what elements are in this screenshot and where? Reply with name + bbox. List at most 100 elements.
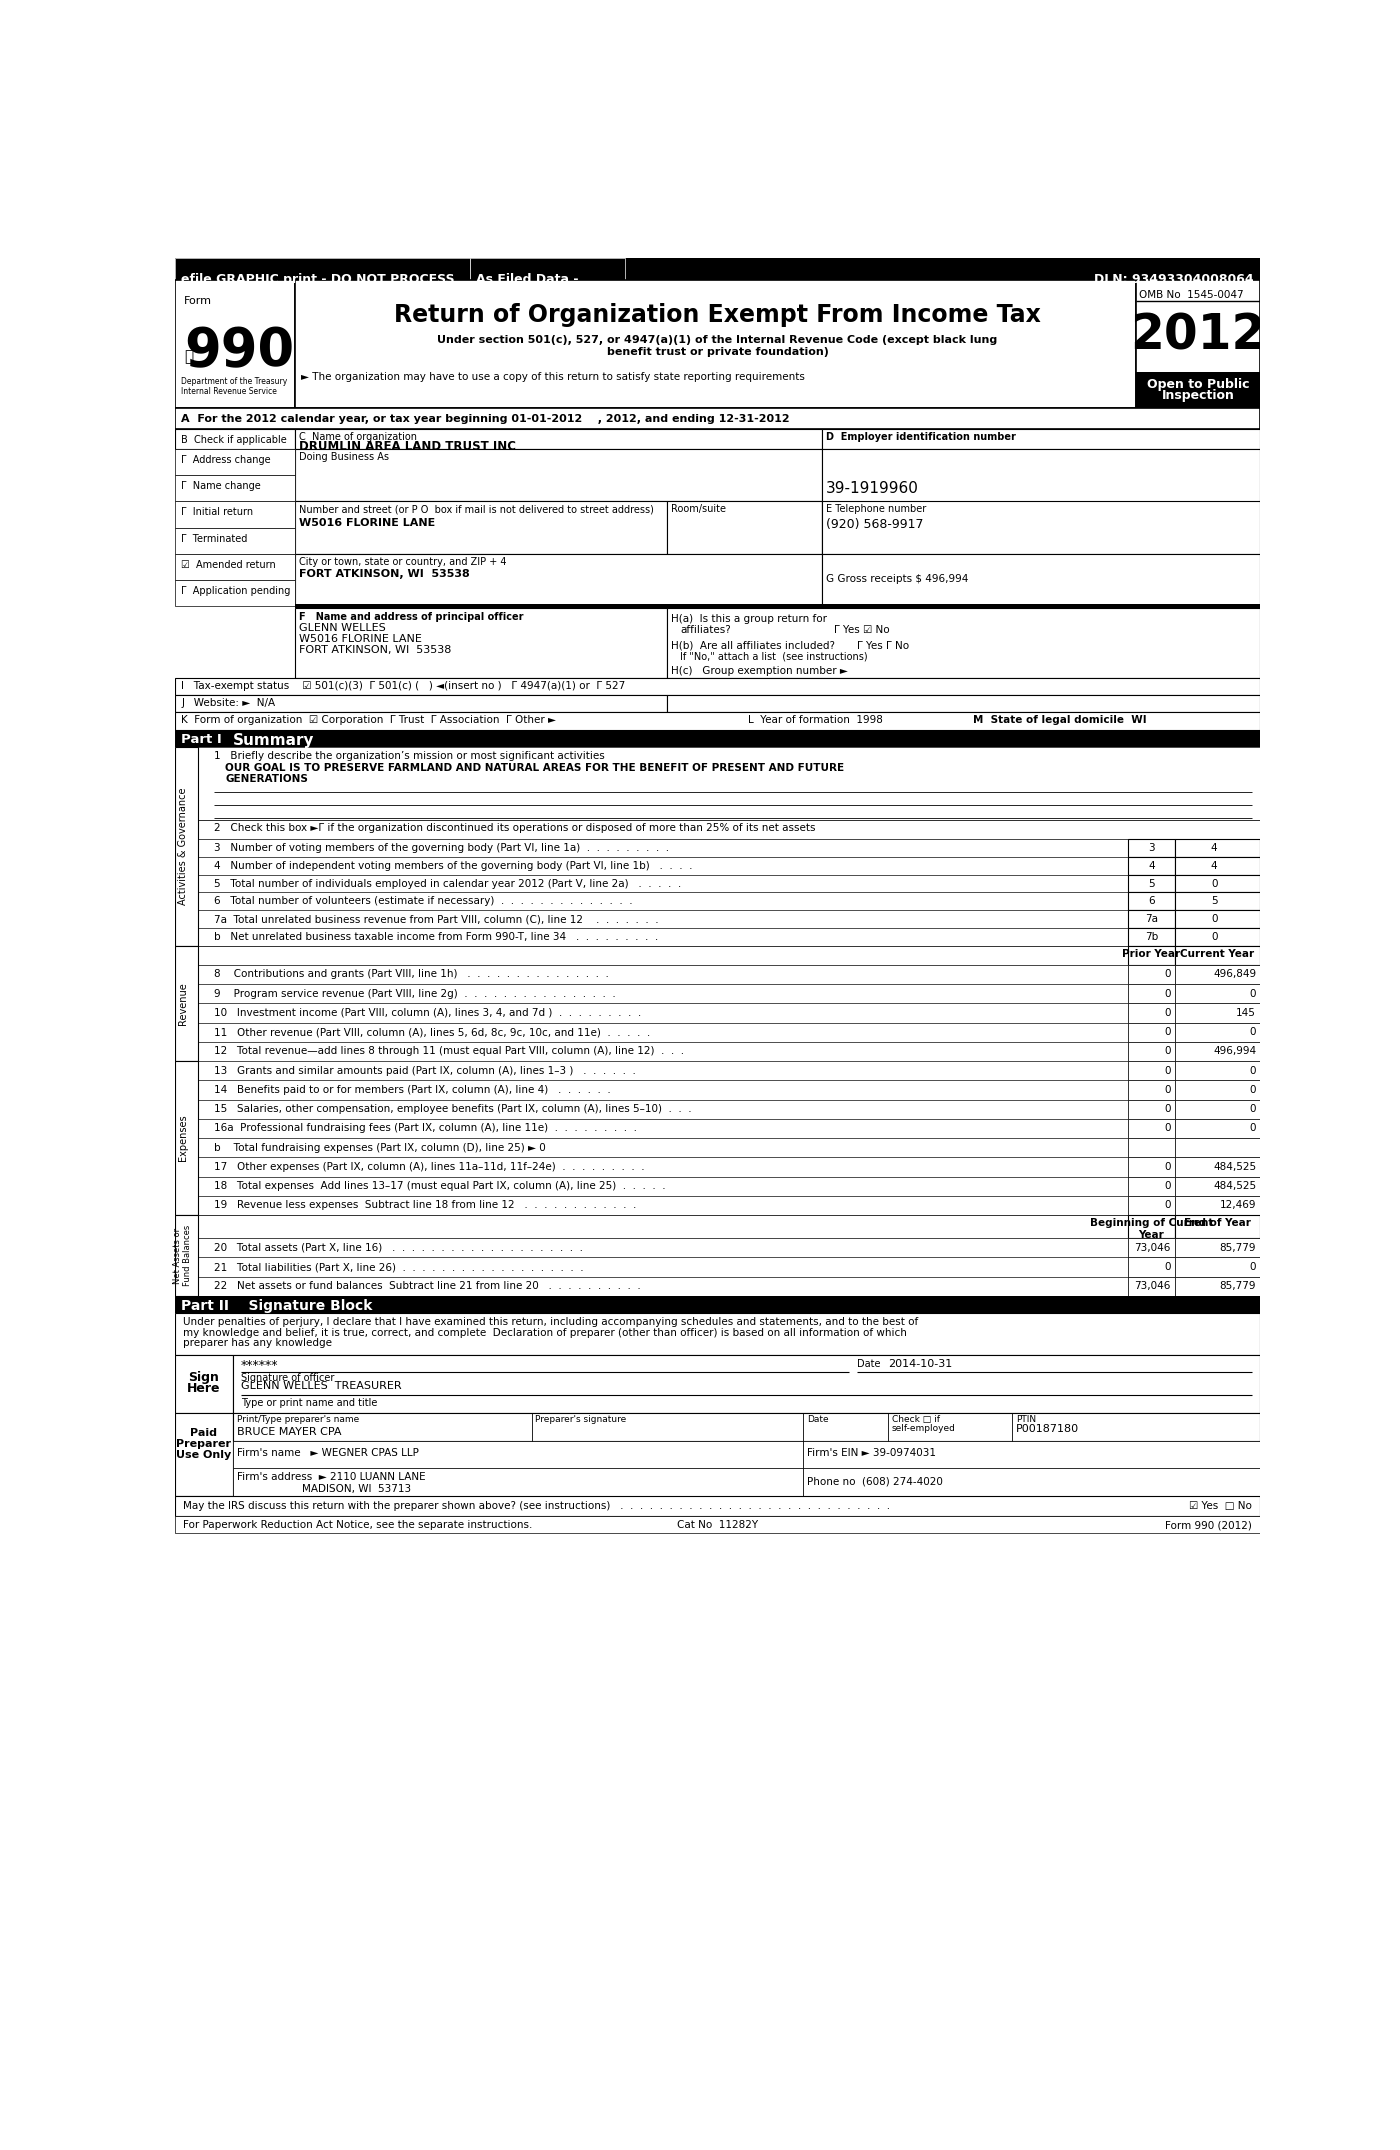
Bar — [199, 1215, 1128, 1238]
Bar — [175, 1062, 199, 1215]
Text: W5016 FLORINE LANE: W5016 FLORINE LANE — [300, 634, 421, 643]
Bar — [199, 1157, 1128, 1176]
Text: 496,994: 496,994 — [1212, 1047, 1256, 1056]
Text: PTIN: PTIN — [1016, 1415, 1036, 1423]
Bar — [1175, 1157, 1260, 1176]
Text: H(b)  Are all affiliates included?: H(b) Are all affiliates included? — [671, 641, 834, 651]
Bar — [175, 580, 295, 606]
Bar — [295, 555, 822, 604]
Text: May the IRS discuss this return with the preparer shown above? (see instructions: May the IRS discuss this return with the… — [183, 1501, 890, 1511]
Text: Signature of officer: Signature of officer — [241, 1374, 335, 1382]
Bar — [1128, 1176, 1175, 1195]
Text: Internal Revenue Service: Internal Revenue Service — [181, 387, 277, 396]
Text: Ⓢ: Ⓢ — [185, 348, 193, 363]
Bar — [1135, 280, 1260, 408]
Text: 0: 0 — [1165, 1200, 1170, 1210]
Text: Current Year: Current Year — [1180, 950, 1254, 959]
Bar — [199, 1277, 1128, 1296]
Text: Form: Form — [185, 297, 213, 307]
Bar — [199, 909, 1128, 929]
Bar — [175, 258, 1260, 280]
Bar — [199, 1043, 1128, 1062]
Bar — [1128, 1004, 1175, 1023]
Bar — [1128, 946, 1175, 965]
Text: FORT ATKINSON, WI  53538: FORT ATKINSON, WI 53538 — [300, 645, 451, 654]
Text: 13   Grants and similar amounts paid (Part IX, column (A), lines 1–3 )   .  .  .: 13 Grants and similar amounts paid (Part… — [214, 1066, 636, 1075]
Text: 11   Other revenue (Part VIII, column (A), lines 5, 6d, 8c, 9c, 10c, and 11e)  .: 11 Other revenue (Part VIII, column (A),… — [214, 1028, 650, 1036]
Text: 6: 6 — [1148, 897, 1155, 907]
Text: 12   Total revenue—add lines 8 through 11 (must equal Part VIII, column (A), lin: 12 Total revenue—add lines 8 through 11 … — [214, 1047, 683, 1056]
Text: 85,779: 85,779 — [1219, 1281, 1256, 1292]
Text: ► The organization may have to use a copy of this return to satisfy state report: ► The organization may have to use a cop… — [301, 372, 805, 383]
Bar — [175, 1354, 234, 1413]
Bar — [1128, 858, 1175, 875]
Bar — [199, 1023, 1128, 1043]
Text: P00187180: P00187180 — [1016, 1423, 1079, 1434]
Text: 5: 5 — [1211, 897, 1218, 907]
Bar — [1175, 892, 1260, 909]
Text: 20   Total assets (Part X, line 16)   .  .  .  .  .  .  .  .  .  .  .  .  .  .  : 20 Total assets (Part X, line 16) . . . … — [214, 1243, 582, 1253]
Bar — [175, 430, 295, 449]
Text: 0: 0 — [1250, 1086, 1256, 1094]
Text: 19   Revenue less expenses  Subtract line 18 from line 12   .  .  .  .  .  .  . : 19 Revenue less expenses Subtract line 1… — [214, 1200, 636, 1210]
Text: M  State of legal domicile  WI: M State of legal domicile WI — [973, 716, 1147, 725]
Text: Expenses: Expenses — [178, 1116, 188, 1161]
Bar — [822, 555, 1260, 604]
Bar — [199, 1238, 1128, 1258]
Bar — [295, 449, 822, 501]
Text: 17   Other expenses (Part IX, column (A), lines 11a–11d, 11f–24e)  .  .  .  .  .: 17 Other expenses (Part IX, column (A), … — [214, 1161, 644, 1172]
Text: As Filed Data -: As Filed Data - — [476, 273, 578, 286]
Bar — [822, 430, 1260, 449]
Text: H(a)  Is this a group return for: H(a) Is this a group return for — [671, 613, 827, 624]
Bar — [175, 475, 295, 501]
Bar — [1175, 1258, 1260, 1277]
Bar — [175, 677, 1260, 694]
Bar — [295, 430, 822, 449]
Text: Part I: Part I — [181, 733, 223, 746]
Bar — [175, 1215, 199, 1296]
Text: 21   Total liabilities (Part X, line 26)  .  .  .  .  .  .  .  .  .  .  .  .  . : 21 Total liabilities (Part X, line 26) .… — [214, 1262, 584, 1273]
Bar — [1175, 1079, 1260, 1099]
Bar — [1128, 1258, 1175, 1277]
Text: Under penalties of perjury, I declare that I have examined this return, includin: Under penalties of perjury, I declare th… — [183, 1316, 918, 1327]
Text: 4: 4 — [1148, 860, 1155, 871]
Bar — [175, 731, 1260, 746]
Text: Under section 501(c), 527, or 4947(a)(1) of the Internal Revenue Code (except bl: Under section 501(c), 527, or 4947(a)(1)… — [437, 335, 998, 344]
Bar — [1175, 1023, 1260, 1043]
Text: 484,525: 484,525 — [1212, 1161, 1256, 1172]
Text: 0: 0 — [1250, 1028, 1256, 1036]
Text: benefit trust or private foundation): benefit trust or private foundation) — [606, 348, 829, 357]
Text: H(c)   Group exemption number ►: H(c) Group exemption number ► — [671, 666, 848, 675]
Text: Date: Date — [806, 1415, 829, 1423]
Text: D  Employer identification number: D Employer identification number — [826, 432, 1016, 443]
Text: K  Form of organization  ☑ Corporation  Γ Trust  Γ Association  Γ Other ►: K Form of organization ☑ Corporation Γ T… — [181, 716, 556, 725]
Bar — [1128, 1137, 1175, 1157]
Text: End of Year: End of Year — [1184, 1219, 1250, 1228]
Text: 0: 0 — [1250, 1105, 1256, 1114]
Bar — [175, 712, 1260, 731]
Bar — [1175, 1099, 1260, 1118]
Bar — [1175, 1238, 1260, 1258]
Text: Sign: Sign — [188, 1372, 220, 1385]
Text: Type or print name and title: Type or print name and title — [241, 1398, 377, 1408]
Bar — [1175, 946, 1260, 965]
Text: 4   Number of independent voting members of the governing body (Part VI, line 1b: 4 Number of independent voting members o… — [214, 860, 692, 871]
Text: 0: 0 — [1165, 1047, 1170, 1056]
Text: 73,046: 73,046 — [1134, 1243, 1170, 1253]
Text: Check □ if: Check □ if — [892, 1415, 939, 1423]
Text: 10   Investment income (Part VIII, column (A), lines 3, 4, and 7d )  .  .  .  . : 10 Investment income (Part VIII, column … — [214, 1008, 641, 1017]
Text: 0: 0 — [1165, 1124, 1170, 1133]
Bar — [199, 1004, 1128, 1023]
Bar — [199, 929, 1128, 946]
Text: 0: 0 — [1211, 879, 1218, 888]
Text: 12,469: 12,469 — [1219, 1200, 1256, 1210]
Text: ☑ Yes  □ No: ☑ Yes □ No — [1190, 1501, 1252, 1511]
Text: my knowledge and belief, it is true, correct, and complete  Declaration of prepa: my knowledge and belief, it is true, cor… — [183, 1327, 907, 1337]
Text: (920) 568-9917: (920) 568-9917 — [826, 518, 924, 531]
Bar — [1128, 838, 1175, 858]
Bar — [1175, 965, 1260, 985]
Bar — [1135, 372, 1260, 408]
Text: 16a  Professional fundraising fees (Part IX, column (A), line 11e)  .  .  .  .  : 16a Professional fundraising fees (Part … — [214, 1124, 637, 1133]
Bar — [1175, 929, 1260, 946]
Bar — [1128, 929, 1175, 946]
